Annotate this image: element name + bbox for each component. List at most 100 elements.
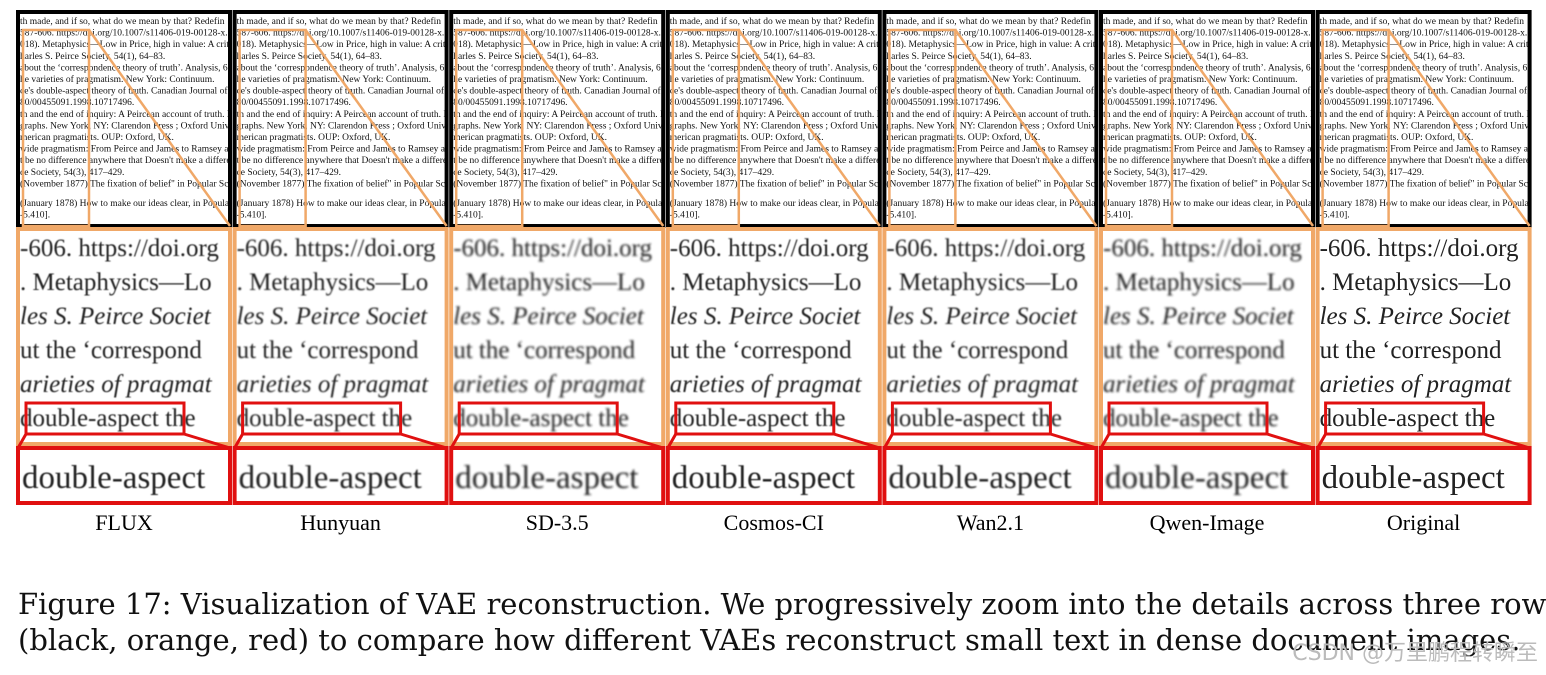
document-line: graphs. New York, NY: Clarendon Press ; … — [1320, 120, 1541, 131]
red-region — [24, 401, 186, 436]
document-line: merican pragmatists. OUP: Oxford, UK. — [1103, 132, 1257, 143]
detail-text: double-aspect — [239, 460, 422, 496]
orange-connector — [1387, 29, 1531, 227]
orange-connector — [521, 29, 665, 227]
document-line: he varieties of pragmatism. New York: Co… — [670, 74, 864, 85]
orange-frame — [449, 227, 666, 446]
zoom-line: . Metaphysics—Lo — [670, 269, 862, 296]
document-line: -5.410]. — [237, 211, 267, 221]
document-line: graphs. New York, NY: Clarendon Press ; … — [886, 120, 1107, 131]
orange-connector — [304, 29, 448, 227]
document-line: about the ‘correspondence theory of trut… — [237, 62, 458, 73]
document-line: harles S. Peirce Society, 54(1), 64–83. — [1103, 51, 1248, 62]
red-connector — [233, 433, 244, 449]
method-label: Wan2.1 — [957, 510, 1024, 535]
document-line: he varieties of pragmatism. New York: Co… — [20, 74, 214, 85]
orange-region — [21, 28, 91, 228]
black-frame — [882, 10, 1099, 228]
document-line: ce's double-aspect theory of truth. Cana… — [886, 86, 1094, 97]
document-line: ce Society, 54(3), 417–429. — [886, 167, 990, 178]
zoom-crop: -606. https://doi.org . Metaphysics—Lo les… — [1320, 235, 1519, 432]
orange-frame — [882, 227, 1099, 446]
zoom-crop: -606. https://doi.org . Metaphysics—Lo les… — [453, 235, 652, 432]
zoom-line: double-aspect the — [1320, 405, 1496, 432]
page-crop: th made, and if so, what do we mean by t… — [670, 16, 891, 221]
document-line: ce Society, 54(3), 417–429. — [670, 167, 774, 178]
document-line: -5.410]. — [1320, 211, 1350, 221]
document-line: he varieties of pragmatism. New York: Co… — [1103, 74, 1297, 85]
document-line: merican pragmatists. OUP: Oxford, UK. — [1320, 132, 1474, 143]
page-crop: th made, and if so, what do we mean by t… — [886, 16, 1114, 221]
detail-crop: double-aspect — [888, 460, 1071, 496]
page-crop: th made, and if so, what do we mean by t… — [453, 16, 673, 221]
zoom-line: -606. https://doi.org — [453, 235, 652, 262]
document-line: th made, and if so, what do we mean by t… — [670, 16, 875, 27]
black-frame — [665, 10, 882, 228]
document-line: ce Society, 54(3), 417–429. — [453, 167, 557, 178]
document-line: 587-606. https://doi.org/10.1007/s11406-… — [20, 29, 228, 39]
document-line: harles S. Peirce Society, 54(1), 64–83. — [237, 51, 382, 62]
document-line: -5.410]. — [1103, 211, 1133, 221]
document-line: 587-606. https://doi.org/10.1007/s11406-… — [237, 29, 445, 39]
document-line: 587-606. https://doi.org/10.1007/s11406-… — [1103, 29, 1311, 39]
method-label: SD-3.5 — [526, 510, 589, 535]
red-region — [457, 401, 619, 436]
zoom-line: . Metaphysics—Lo — [237, 269, 429, 296]
document-line: about the ‘correspondence theory of trut… — [20, 62, 241, 73]
document-line: graphs. New York, NY: Clarendon Press ; … — [1103, 120, 1324, 131]
red-connector — [183, 432, 231, 450]
zoom-line: -606. https://doi.org — [1320, 235, 1519, 262]
black-frame — [232, 10, 449, 228]
document-line: graphs. New York, NY: Clarendon Press ; … — [237, 120, 458, 131]
red-connector — [666, 433, 678, 449]
red-connector — [449, 433, 461, 449]
document-line: 018). Metaphysics—Low in Price, high in … — [1320, 39, 1545, 50]
zoom-line: double-aspect the — [20, 405, 196, 432]
zoom-crop: -606. https://doi.org . Metaphysics—Lo les… — [20, 235, 219, 432]
orange-frame — [665, 227, 882, 446]
zoom-line: les S. Peirce Societ — [886, 303, 1078, 330]
black-frame — [449, 10, 666, 228]
document-line: 80/00455091.1998.10717496. — [20, 98, 134, 108]
zoom-line: ut the ‘correspond — [20, 337, 202, 364]
document-line: about the ‘correspondence theory of trut… — [670, 62, 891, 73]
document-line: t be no difference anywhere that Doesn't… — [453, 155, 673, 166]
red-frame — [1099, 446, 1315, 505]
document-line: 018). Metaphysics—Low in Price, high in … — [20, 39, 245, 50]
document-line: (January 1878) How to make our ideas cle… — [237, 198, 461, 209]
red-frame — [449, 446, 666, 505]
document-line: he varieties of pragmatism. New York: Co… — [453, 74, 647, 85]
page-crop: th made, and if so, what do we mean by t… — [237, 16, 461, 221]
page-crop: th made, and if so, what do we mean by t… — [20, 16, 249, 221]
zoom-line: les S. Peirce Societ — [20, 303, 212, 330]
document-line: th made, and if so, what do we mean by t… — [1320, 16, 1525, 27]
document-line: wide pragmatism: From Peirce and James t… — [1320, 145, 1546, 155]
document-line: th and the end of inquiry: A Peircean ac… — [1320, 109, 1538, 120]
document-line: (November 1877) The fixation of belief" … — [886, 178, 1114, 189]
zoom-line: . Metaphysics—Lo — [1320, 269, 1512, 296]
document-line: -5.410]. — [453, 211, 483, 221]
document-line: merican pragmatists. OUP: Oxford, UK. — [453, 132, 607, 143]
zoom-line: les S. Peirce Societ — [237, 303, 429, 330]
document-line: wide pragmatism: From Peirce and James t… — [1103, 145, 1332, 155]
zoom-line: -606. https://doi.org — [237, 235, 436, 262]
zoom-line: . Metaphysics—Lo — [1103, 269, 1295, 296]
document-line: ce's double-aspect theory of truth. Cana… — [670, 86, 878, 97]
zoom-line: double-aspect the — [1103, 405, 1279, 432]
red-connector — [1266, 432, 1314, 450]
orange-frame — [232, 227, 449, 446]
document-line: wide pragmatism: From Peirce and James t… — [20, 145, 249, 155]
red-connector — [400, 432, 448, 450]
page-crop: th made, and if so, what do we mean by t… — [1103, 16, 1332, 221]
document-line: 80/00455091.1998.10717496. — [237, 98, 351, 108]
red-connector — [616, 432, 664, 450]
document-line: th made, and if so, what do we mean by t… — [453, 16, 658, 27]
document-line: (November 1877) The fixation of belief" … — [1320, 178, 1546, 189]
zoom-crop: -606. https://doi.org . Metaphysics—Lo les… — [1103, 235, 1302, 432]
document-line: ce's double-aspect theory of truth. Cana… — [20, 86, 228, 97]
document-line: harles S. Peirce Society, 54(1), 64–83. — [670, 51, 815, 62]
orange-connector — [1170, 29, 1315, 227]
method-label: Original — [1387, 510, 1460, 535]
zoom-line: arieties of pragmat — [453, 371, 646, 398]
document-line: ce Society, 54(3), 417–429. — [237, 167, 341, 178]
